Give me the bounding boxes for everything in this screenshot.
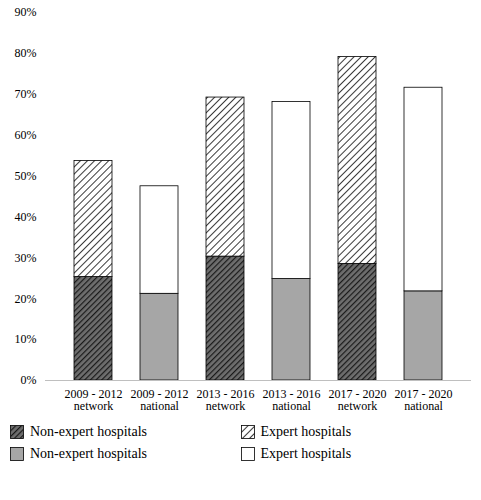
svg-text:2009 - 2012national: 2009 - 2012national	[131, 387, 189, 413]
html-text:Non-expert hospitals: Non-expert hospitals	[30, 446, 147, 461]
svg-text:50%: 50%	[15, 169, 37, 183]
html-text:Expert hospitals: Expert hospitals	[260, 446, 352, 461]
svg-text:2009 - 2012network: 2009 - 2012network	[65, 387, 123, 413]
svg-text:90%: 90%	[15, 5, 37, 19]
svg-text:80%: 80%	[15, 46, 37, 60]
svg-text:0%: 0%	[21, 373, 37, 387]
svg-text:10%: 10%	[15, 332, 37, 346]
svg-text:2013 - 2016network: 2013 - 2016network	[197, 387, 255, 413]
svg-text:30%: 30%	[15, 251, 37, 265]
html-text:Expert hospitals: Expert hospitals	[260, 424, 352, 439]
svg-text:60%: 60%	[15, 128, 37, 142]
svg-text:70%: 70%	[15, 87, 37, 101]
svg-text:20%: 20%	[15, 292, 37, 306]
svg-text:2013 - 2016national: 2013 - 2016national	[263, 387, 321, 413]
svg-text:40%: 40%	[15, 210, 37, 224]
html-text:Non-expert hospitals: Non-expert hospitals	[30, 424, 147, 439]
svg-text:2017 - 2020network: 2017 - 2020network	[329, 387, 387, 413]
svg-text:2017 - 2020national: 2017 - 2020national	[395, 387, 453, 413]
